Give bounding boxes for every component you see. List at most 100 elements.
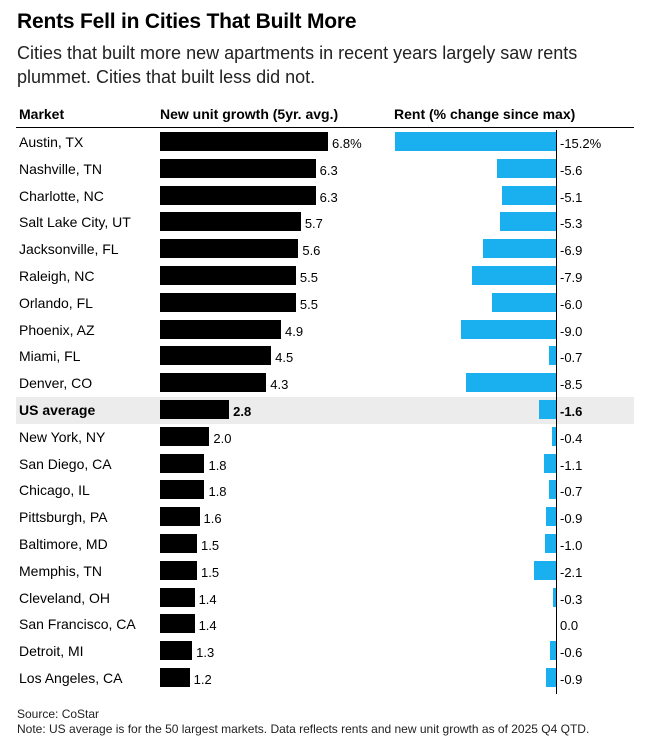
rent-bar	[472, 266, 556, 285]
rent-bar	[395, 132, 556, 151]
growth-value-label: 5.7	[304, 216, 323, 232]
growth-value-label: 5.5	[299, 270, 318, 285]
market-label: Pittsburgh, PA	[19, 509, 108, 526]
rent-bar	[460, 319, 556, 339]
market-label: Baltimore, MD	[19, 536, 108, 552]
rent-bar	[546, 507, 556, 527]
market-label: San Francisco, CA	[19, 616, 136, 633]
growth-bar	[160, 132, 328, 151]
rent-bar	[546, 668, 556, 687]
growth-bar	[160, 212, 301, 232]
growth-bar	[160, 668, 190, 687]
growth-value-label: 1.8	[208, 484, 227, 500]
growth-bar	[160, 453, 205, 473]
market-label: Jacksonville, FL	[19, 241, 119, 258]
growth-value-label: 4.3	[270, 377, 289, 393]
rent-bar	[552, 587, 556, 607]
market-label: New York, NY	[19, 428, 106, 445]
growth-value-label: 6.8%	[332, 136, 362, 151]
growth-bar	[160, 158, 316, 178]
growth-value-label: 1.4	[198, 618, 217, 634]
market-label: Austin, TX	[19, 134, 84, 150]
rent-bar	[548, 480, 556, 500]
growth-value-label: 6.3	[319, 162, 338, 178]
market-label: Nashville, TN	[19, 160, 102, 177]
rent-bar	[499, 212, 556, 232]
chart-subtitle: Cities that built more new apartments in…	[17, 43, 578, 87]
market-label: San Diego, CA	[19, 455, 112, 472]
growth-value-label: 4.9	[285, 323, 304, 339]
growth-value-label: 1.8	[208, 457, 227, 473]
rent-bar	[533, 560, 556, 580]
rent-value-label: -15.2%	[560, 136, 602, 151]
growth-bar	[160, 614, 195, 634]
growth-bar	[160, 480, 205, 500]
market-label: Charlotte, NC	[19, 187, 104, 204]
rent-value-label: -8.5	[560, 377, 583, 393]
rent-bar	[551, 426, 556, 446]
rent-value-label: -0.4	[560, 430, 583, 446]
growth-bar	[160, 292, 296, 312]
market-label: Chicago, IL	[19, 482, 90, 499]
rent-bar	[482, 239, 556, 259]
growth-bar	[160, 587, 195, 607]
growth-bar	[160, 373, 267, 393]
growth-bar	[160, 560, 198, 580]
growth-value-label: 1.5	[201, 538, 220, 553]
rent-zero-axis	[556, 130, 557, 694]
market-label: Cleveland, OH	[19, 589, 111, 606]
market-label: Detroit, MI	[19, 643, 84, 660]
rent-value-label: -5.1	[560, 189, 583, 205]
growth-bar	[160, 426, 210, 446]
rent-bar	[496, 158, 556, 178]
rent-value-label: -1.6	[560, 404, 583, 419]
market-label: US average	[19, 402, 96, 418]
rent-column-header: Rent (% change since max)	[394, 106, 576, 122]
growth-value-label: 1.3	[196, 645, 215, 661]
growth-bar	[160, 534, 198, 553]
growth-value-label: 1.2	[193, 672, 212, 687]
market-label: Orlando, FL	[19, 294, 93, 311]
rent-value-label: -0.6	[560, 645, 583, 661]
market-label: Raleigh, NC	[19, 268, 95, 284]
growth-column-header: New unit growth (5yr. avg.)	[160, 106, 339, 122]
rent-value-label: -0.7	[560, 484, 583, 500]
rent-value-label: -0.9	[560, 511, 583, 527]
growth-value-label: 1.4	[198, 591, 217, 607]
rent-bar	[465, 373, 556, 393]
growth-bar	[160, 319, 282, 339]
rent-bar	[549, 641, 556, 661]
growth-value-label: 1.6	[203, 511, 222, 527]
footnote: Note: US average is for the 50 largest m…	[17, 722, 590, 736]
rent-value-label: -2.1	[560, 564, 583, 580]
market-label: Miami, FL	[19, 348, 81, 365]
growth-bar	[160, 239, 299, 259]
market-label: Los Angeles, CA	[19, 670, 123, 686]
growth-value-label: 2.8	[233, 404, 252, 419]
growth-value-label: 2.0	[213, 430, 232, 446]
growth-value-label: 6.3	[319, 189, 338, 205]
growth-bar	[160, 185, 316, 205]
rent-value-label: -0.7	[560, 350, 583, 366]
chart-title: Rents Fell in Cities That Built More	[17, 10, 357, 33]
rent-value-label: -1.0	[560, 538, 583, 553]
growth-value-label: 1.5	[201, 564, 220, 580]
rent-value-label: -5.3	[560, 216, 583, 232]
rent-value-label: -7.9	[560, 270, 583, 285]
growth-bar	[160, 507, 200, 527]
rent-bar	[548, 346, 556, 366]
growth-value-label: 5.5	[299, 296, 318, 312]
market-label: Denver, CO	[19, 375, 93, 392]
market-column-header: Market	[19, 106, 65, 122]
market-label: Salt Lake City, UT	[19, 214, 131, 231]
growth-bar	[160, 346, 272, 366]
growth-value-label: 5.6	[302, 243, 321, 259]
growth-bar	[160, 400, 230, 419]
rent-value-label: -0.9	[560, 672, 583, 687]
rent-bar	[545, 534, 556, 553]
header-rule	[16, 127, 634, 128]
rent-value-label: 0.0	[560, 618, 579, 634]
growth-value-label: 4.5	[275, 350, 294, 366]
highlight-row-background	[16, 397, 634, 424]
rent-value-label: -6.9	[560, 243, 583, 259]
